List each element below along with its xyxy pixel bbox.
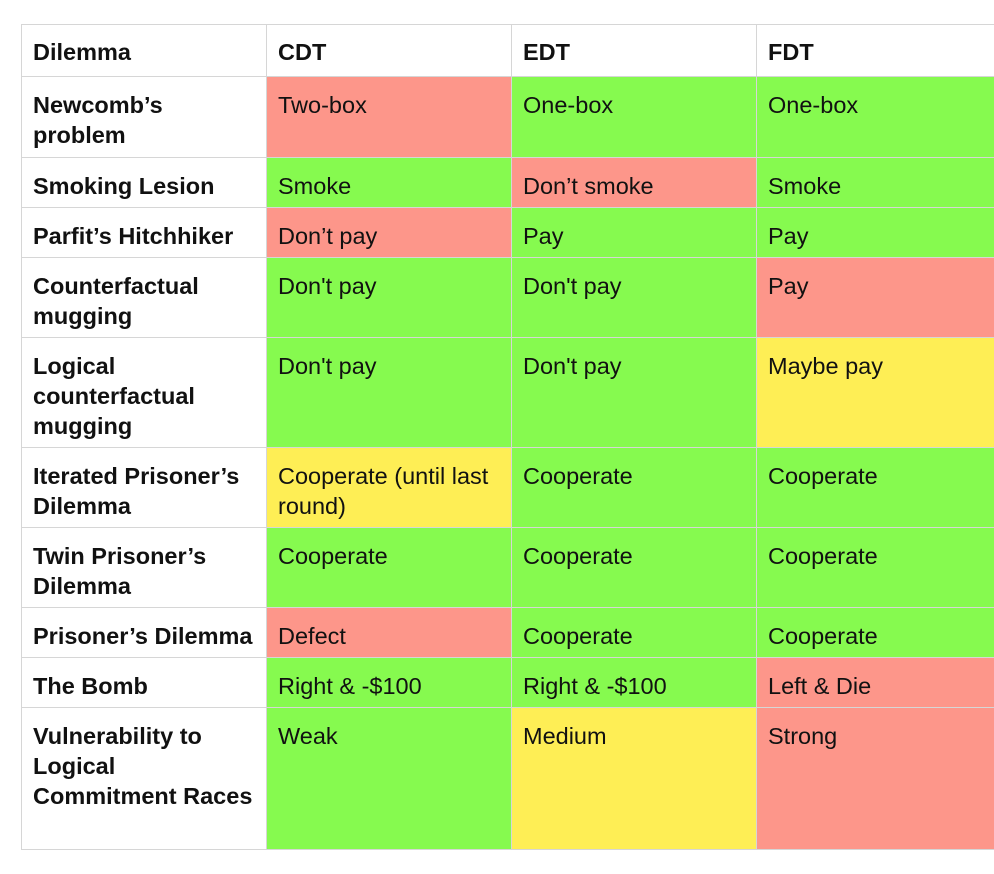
dilemma-cell: Newcomb’s problem <box>21 76 267 158</box>
dilemma-cell: Parfit’s Hitchhiker <box>21 207 267 258</box>
header-edt: EDT <box>511 24 757 77</box>
cdt-cell: Don’t pay <box>266 207 512 258</box>
dilemma-cell: The Bomb <box>21 657 267 708</box>
fdt-cell: One-box <box>756 76 994 158</box>
fdt-cell: Smoke <box>756 157 994 208</box>
decision-theory-table: Dilemma CDT EDT FDT Newcomb’s problem Two… <box>21 24 994 850</box>
edt-cell: Right & -$100 <box>511 657 757 708</box>
edt-cell: Don't pay <box>511 257 757 338</box>
fdt-cell: Cooperate <box>756 527 994 608</box>
cdt-cell: Don't pay <box>266 337 512 448</box>
cdt-cell: Weak <box>266 707 512 850</box>
dilemma-cell: Iterated Prisoner’s Dilemma <box>21 447 267 528</box>
table-row: Parfit’s Hitchhiker Don’t pay Pay Pay <box>21 207 994 258</box>
fdt-cell: Pay <box>756 207 994 258</box>
edt-cell: Don’t smoke <box>511 157 757 208</box>
fdt-cell: Left & Die <box>756 657 994 708</box>
cdt-cell: Smoke <box>266 157 512 208</box>
edt-cell: Cooperate <box>511 447 757 528</box>
edt-cell: Don't pay <box>511 337 757 448</box>
fdt-cell: Pay <box>756 257 994 338</box>
table-body: Newcomb’s problem Two-box One-box One-box Sm… <box>21 76 994 850</box>
cdt-cell: Defect <box>266 607 512 658</box>
fdt-cell: Cooperate <box>756 447 994 528</box>
cdt-cell: Cooperate (until last round) <box>266 447 512 528</box>
table-row: The Bomb Right & -$100 Right & -$100 Left &… <box>21 657 994 708</box>
table-row: Counterfactual mugging Don't pay Don't pay… <box>21 257 994 338</box>
table-row: Smoking Lesion Smoke Don’t smoke Smoke <box>21 157 994 208</box>
edt-cell: One-box <box>511 76 757 158</box>
edt-cell: Pay <box>511 207 757 258</box>
dilemma-cell: Twin Prisoner’s Dilemma <box>21 527 267 608</box>
cdt-cell: Two-box <box>266 76 512 158</box>
header-cdt: CDT <box>266 24 512 77</box>
dilemma-cell: Prisoner’s Dilemma <box>21 607 267 658</box>
dilemma-cell: Smoking Lesion <box>21 157 267 208</box>
table-row: Twin Prisoner’s Dilemma Cooperate Cooperat… <box>21 527 994 608</box>
edt-cell: Cooperate <box>511 527 757 608</box>
table-row: Prisoner’s Dilemma Defect Cooperate Coopera… <box>21 607 994 658</box>
edt-cell: Cooperate <box>511 607 757 658</box>
dilemma-cell: Vulnerability to Logical Commitment Race… <box>21 707 267 850</box>
table-row: Vulnerability to Logical Commitment Race… <box>21 707 994 850</box>
table-row: Newcomb’s problem Two-box One-box One-box <box>21 76 994 158</box>
fdt-cell: Strong <box>756 707 994 850</box>
dilemma-cell: Logical counterfactual mugging <box>21 337 267 448</box>
header-dilemma: Dilemma <box>21 24 267 77</box>
header-fdt: FDT <box>756 24 994 77</box>
cdt-cell: Right & -$100 <box>266 657 512 708</box>
fdt-cell: Maybe pay <box>756 337 994 448</box>
fdt-cell: Cooperate <box>756 607 994 658</box>
dilemma-cell: Counterfactual mugging <box>21 257 267 338</box>
header-row: Dilemma CDT EDT FDT <box>21 24 994 77</box>
table-row: Logical counterfactual mugging Don't pay D… <box>21 337 994 448</box>
edt-cell: Medium <box>511 707 757 850</box>
cdt-cell: Don't pay <box>266 257 512 338</box>
cdt-cell: Cooperate <box>266 527 512 608</box>
table-row: Iterated Prisoner’s Dilemma Cooperate (un… <box>21 447 994 528</box>
